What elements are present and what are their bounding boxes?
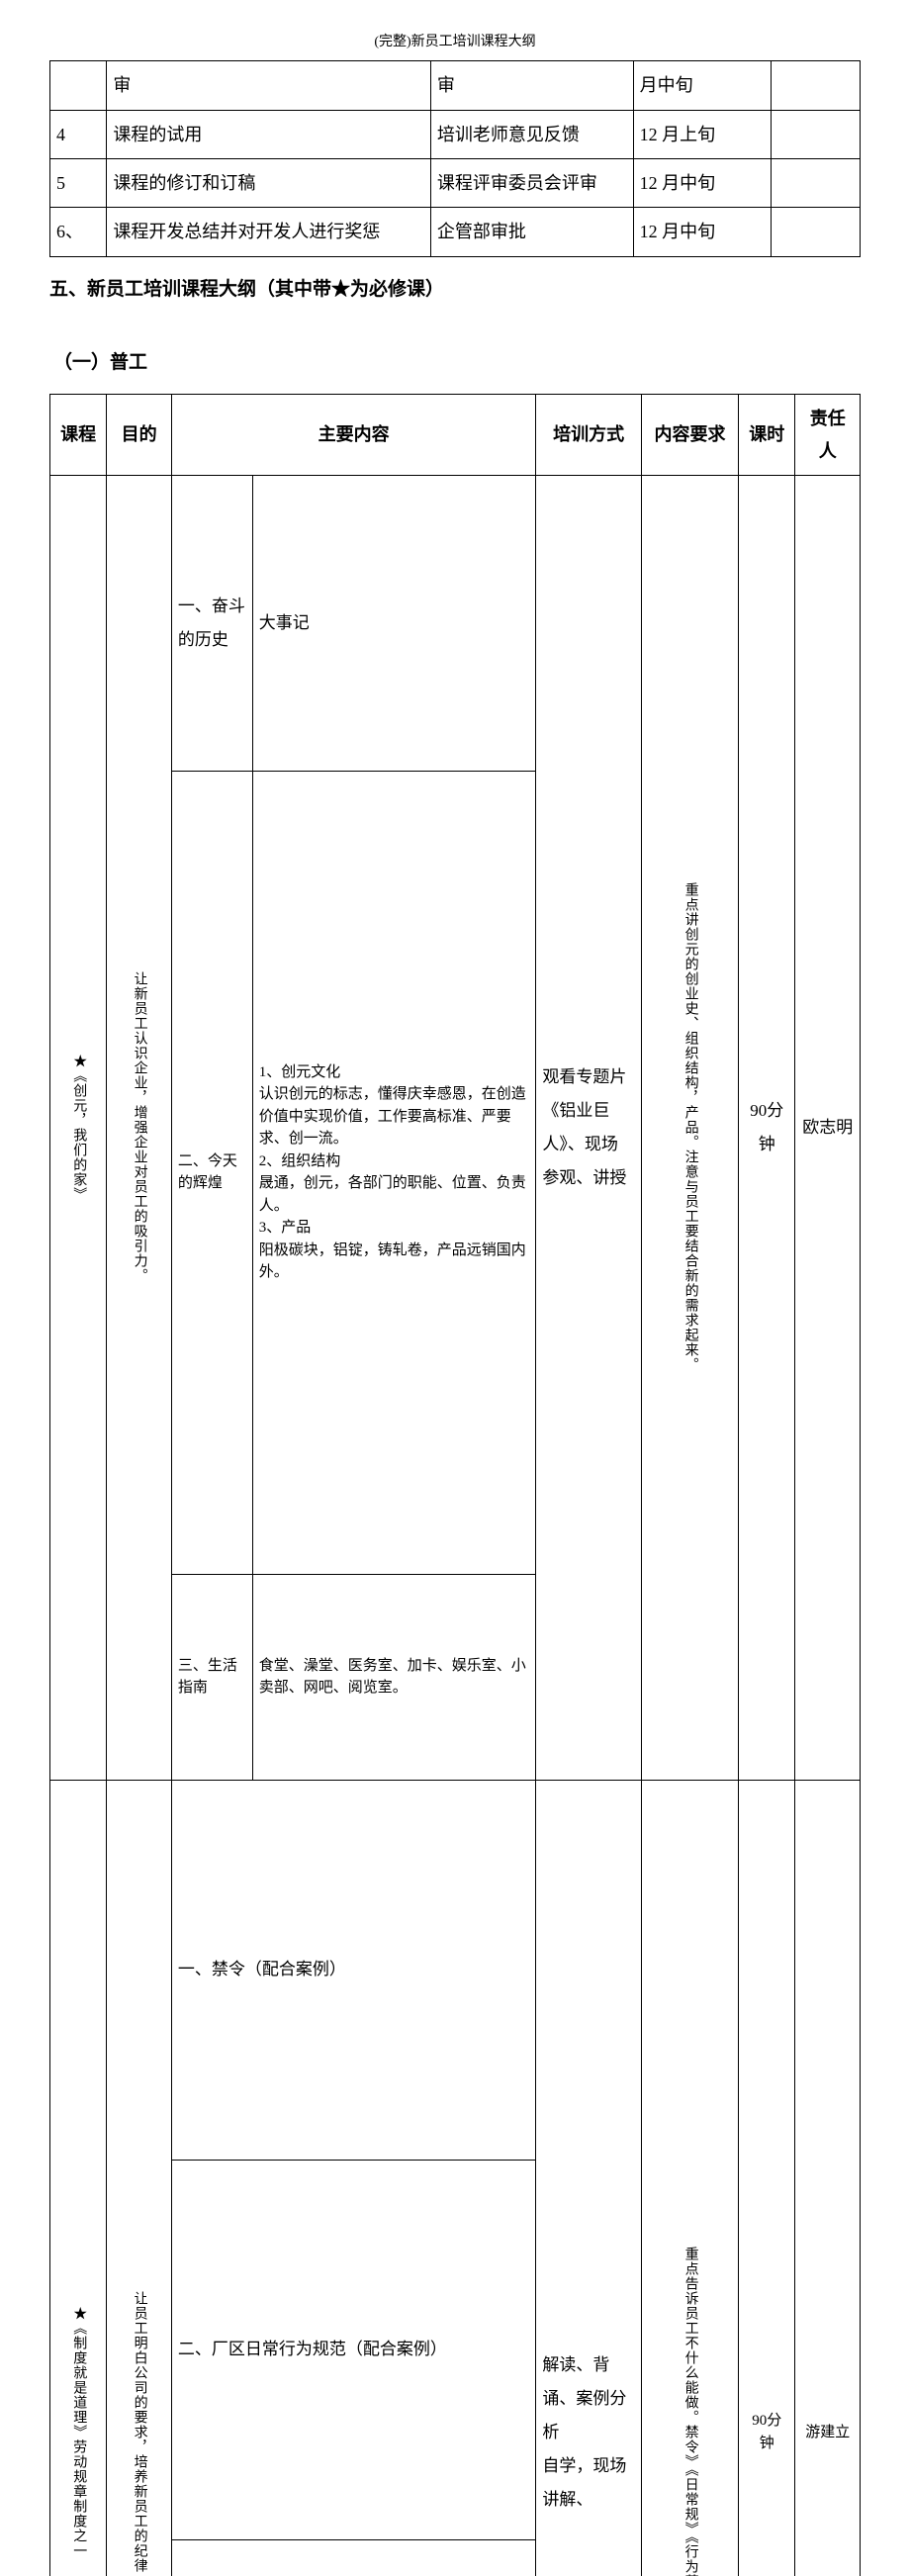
cell-time: 月中旬	[633, 61, 771, 110]
cell-review: 企管部审批	[430, 208, 633, 256]
course1-req: 重点讲创元的创业史、组织结构，产品。注意与员工要结合新的需求起来。	[681, 484, 698, 1772]
course2-name: ★《制度就是道理》劳动规章制度之一	[69, 1789, 87, 2576]
th-method: 培训方式	[536, 395, 641, 476]
owner-cell: 欧志明	[795, 475, 861, 1780]
table-row: 4课程的试用培训老师意见反馈12 月上旬	[50, 110, 861, 158]
course2-req: 重点告诉员工不什么能做。禁令》《日常规》《行为范》一	[681, 1789, 698, 2576]
content-sec1-title: 一、奋斗的历史	[171, 475, 252, 771]
content-sec2-title: 二、今天的辉煌	[171, 771, 252, 1574]
course2-purpose: 让员工明白公司的要求，培养新员工的纪律	[130, 1789, 147, 2576]
cell-review: 课程评审委员会评审	[430, 158, 633, 207]
hours-cell: 90分钟	[739, 1780, 795, 2576]
cell-num	[50, 61, 107, 110]
content-row: 一、禁令（配合案例）	[171, 1780, 536, 2160]
cell-note	[771, 110, 860, 158]
table-row: 6、课程开发总结并对开发人进行奖惩企管部审批12 月中旬	[50, 208, 861, 256]
req-cell: 重点讲创元的创业史、组织结构，产品。注意与员工要结合新的需求起来。	[641, 475, 738, 1780]
th-hours: 课时	[739, 395, 795, 476]
subsection-1-heading: （一）普工	[53, 346, 861, 380]
page-header: (完整)新员工培训课程大纲	[49, 30, 861, 54]
table-row: 5课程的修订和订稿课程评审委员会评审12 月中旬	[50, 158, 861, 207]
table-row: ★《创元，我们的家》 让新员工认识企业，增强企业对员工的吸引力。 一、奋斗的历史…	[50, 475, 861, 771]
course1-name: ★《创元，我们的家》	[69, 484, 87, 1772]
cell-review: 培训老师意见反馈	[430, 110, 633, 158]
content-sec2-body: 1、创元文化 认识创元的标志，懂得庆幸感恩，在创造价值中实现价值，工作要高标准、…	[252, 771, 536, 1574]
cell-review: 审	[430, 61, 633, 110]
cell-note	[771, 158, 860, 207]
cell-num: 4	[50, 110, 107, 158]
course-table: 课程 目的 主要内容 培训方式 内容要求 课时 责任人 ★《创元，我们的家》 让…	[49, 394, 861, 2576]
course-name-cell: ★《创元，我们的家》	[50, 475, 107, 1780]
cell-task: 课程的试用	[107, 110, 431, 158]
th-purpose: 目的	[107, 395, 172, 476]
content-sec3-title: 三、生活指南	[171, 1574, 252, 1780]
table-header-row: 课程 目的 主要内容 培训方式 内容要求 课时 责任人	[50, 395, 861, 476]
content-sec1-body: 大事记	[252, 475, 536, 771]
method-cell: 解读、背诵、案例分析 自学，现场讲解、	[536, 1780, 641, 2576]
cell-note	[771, 208, 860, 256]
cell-time: 12 月中旬	[633, 208, 771, 256]
cell-time: 12 月上旬	[633, 110, 771, 158]
cell-task: 课程的修订和订稿	[107, 158, 431, 207]
cell-time: 12 月中旬	[633, 158, 771, 207]
content-sec3-body: 食堂、澡堂、医务室、加卡、娱乐室、小卖部、网吧、阅览室。	[252, 1574, 536, 1780]
purpose-cell: 让新员工认识企业，增强企业对员工的吸引力。	[107, 475, 172, 1780]
section-5-heading: 五、新员工培训课程大纲（其中带★为必修课）	[49, 273, 861, 307]
cell-num: 6、	[50, 208, 107, 256]
purpose-cell: 让员工明白公司的要求，培养新员工的纪律	[107, 1780, 172, 2576]
table-row: ★《制度就是道理》劳动规章制度之一 让员工明白公司的要求，培养新员工的纪律 一、…	[50, 1780, 861, 2160]
owner-cell: 游建立	[795, 1780, 861, 2576]
th-content: 主要内容	[171, 395, 536, 476]
schedule-table: 审审月中旬4课程的试用培训老师意见反馈12 月上旬5课程的修订和订稿课程评审委员…	[49, 60, 861, 257]
table-row: 审审月中旬	[50, 61, 861, 110]
th-req: 内容要求	[641, 395, 738, 476]
cell-task: 审	[107, 61, 431, 110]
cell-task: 课程开发总结并对开发人进行奖惩	[107, 208, 431, 256]
method-cell: 观看专题片《铝业巨人》、现场参观、讲授	[536, 475, 641, 1780]
th-owner: 责任人	[795, 395, 861, 476]
cell-note	[771, 61, 860, 110]
course-name-cell: ★《制度就是道理》劳动规章制度之一	[50, 1780, 107, 2576]
content-row: 三、公寓楼管理规则（配合案例）	[171, 2539, 536, 2576]
hours-cell: 90分钟	[739, 475, 795, 1780]
content-row: 二、厂区日常行为规范（配合案例）	[171, 2160, 536, 2539]
req-cell: 重点告诉员工不什么能做。禁令》《日常规》《行为范》一	[641, 1780, 738, 2576]
cell-num: 5	[50, 158, 107, 207]
course1-purpose: 让新员工认识企业，增强企业对员工的吸引力。	[130, 484, 147, 1772]
th-course: 课程	[50, 395, 107, 476]
